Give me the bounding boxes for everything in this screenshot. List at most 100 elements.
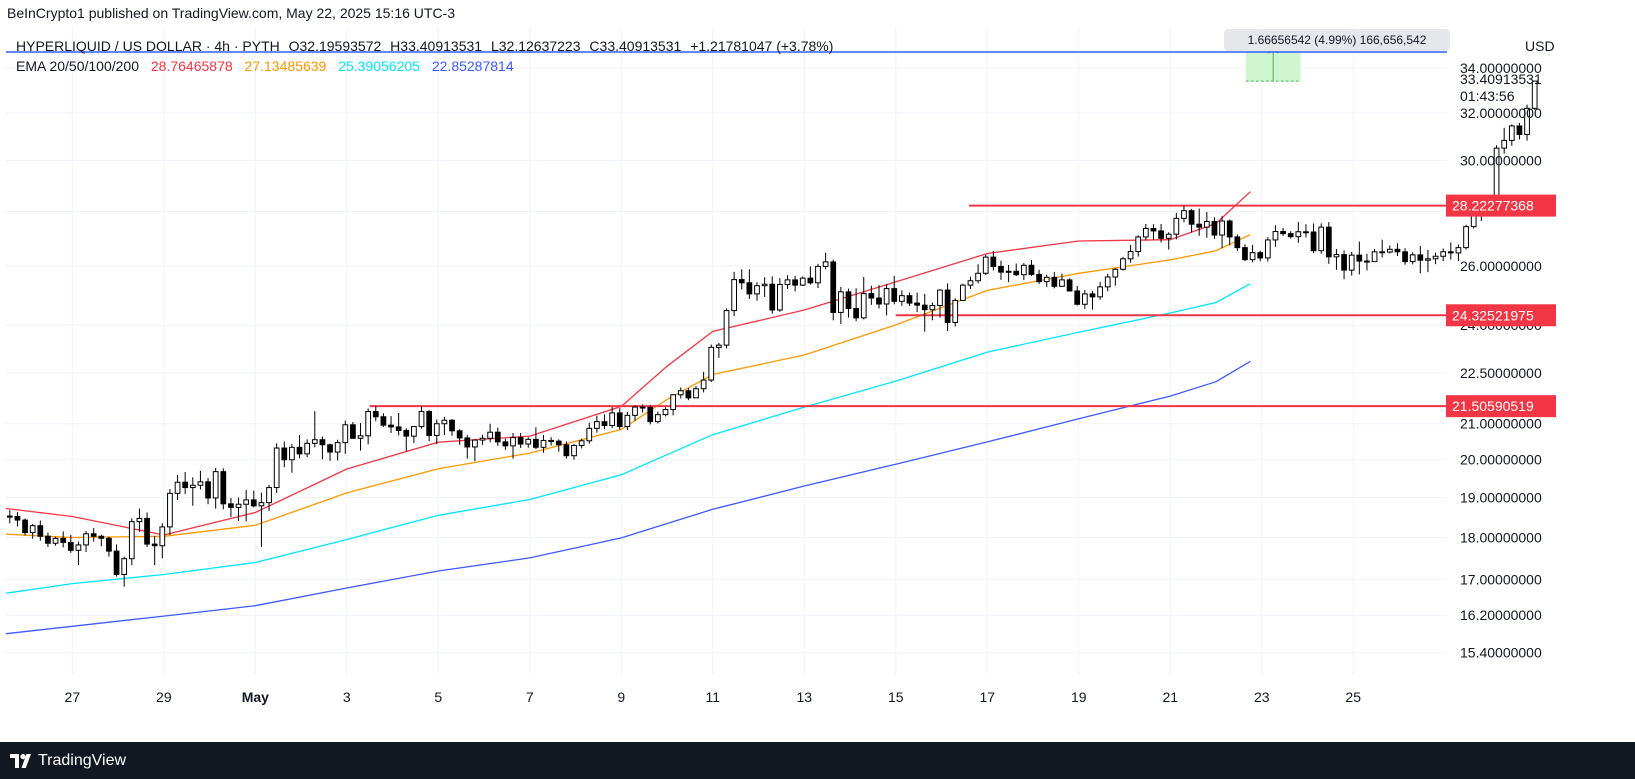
candle-body [998, 265, 1004, 273]
candle-body [1272, 230, 1279, 241]
candle-body [1089, 293, 1096, 298]
candle-body [525, 438, 532, 445]
candle-body [113, 550, 120, 575]
candle-body [1142, 228, 1149, 238]
candle-body [464, 437, 471, 448]
candle-body [1257, 252, 1264, 259]
currency-label[interactable]: USD [1525, 38, 1555, 54]
candle-body [258, 502, 265, 507]
candle-body [1280, 230, 1286, 235]
candle-body [1028, 264, 1035, 275]
candle-body [1379, 251, 1386, 254]
candle-body [1508, 125, 1515, 141]
candle-body [921, 304, 928, 311]
x-tick-label: 29 [156, 689, 172, 705]
x-tick-label: 11 [706, 689, 721, 705]
candle-body [304, 442, 311, 455]
level-price-label: 24.32521975 [1452, 307, 1534, 323]
candle-body [45, 535, 51, 544]
ema-indicator-label[interactable]: EMA 20/50/100/200 [16, 58, 139, 74]
candle-body [1051, 276, 1058, 287]
candle-body [1432, 255, 1439, 260]
candle-body [1425, 258, 1431, 261]
candle-body [250, 499, 257, 507]
candle-body [106, 537, 112, 552]
candle-body [601, 421, 608, 426]
candle-body [334, 442, 341, 453]
candle-body [1531, 80, 1538, 109]
candle-body [1516, 125, 1523, 135]
candle-body [1104, 276, 1111, 288]
ema20-value: 28.76465878 [150, 58, 233, 74]
symbol-title[interactable]: HYPERLIQUID / US DOLLAR · 4h · PYTH [16, 38, 280, 54]
y-tick-label: 32.00000000 [1460, 105, 1542, 121]
candle-body [22, 519, 28, 534]
candle-body [98, 535, 105, 539]
candle-body [952, 299, 959, 323]
y-tick-label: 30.00000000 [1460, 153, 1542, 169]
candle-body [121, 558, 128, 575]
candle-body [784, 279, 791, 286]
tradingview-brand: TradingView [38, 752, 127, 769]
close-label: C [589, 38, 600, 54]
chart-panel[interactable]: 34.0000000032.0000000030.0000000028.0000… [6, 26, 1629, 742]
candle-body [159, 526, 166, 547]
ema50-line [6, 234, 1251, 539]
candle-body [1371, 251, 1378, 263]
candle-body [380, 416, 387, 426]
candle-body [235, 503, 242, 508]
x-tick-label: May [242, 689, 269, 705]
candle-body [243, 499, 250, 505]
candle-body [906, 295, 913, 304]
candle-body [350, 424, 356, 439]
ema100-value: 25.39056205 [338, 58, 420, 74]
candle-body [616, 412, 623, 428]
x-tick-label: 7 [526, 689, 534, 705]
candle-body [1158, 230, 1164, 239]
y-tick-label: 20.00000000 [1460, 452, 1542, 468]
tradingview-logo-icon [10, 754, 31, 768]
candle-body [845, 291, 852, 309]
candle-body [1463, 226, 1469, 249]
candle-body [822, 261, 829, 267]
tradingview-logo[interactable]: TradingView [10, 752, 126, 770]
candle-body [700, 379, 707, 390]
level-price-label: 28.22277368 [1452, 198, 1534, 214]
candle-body [90, 533, 97, 537]
price-chart[interactable]: 34.0000000032.0000000030.0000000028.0000… [6, 26, 1629, 742]
y-tick-label: 17.00000000 [1460, 572, 1542, 588]
candlesticks [6, 80, 1538, 587]
y-tick-label: 34.00000000 [1460, 60, 1542, 76]
candle-body [815, 265, 821, 284]
candle-body [1188, 210, 1195, 225]
candle-body [967, 280, 974, 286]
ema-lines [6, 191, 1251, 635]
candle-body [494, 431, 501, 443]
candle-body [898, 295, 905, 302]
candle-body [273, 447, 280, 489]
candle-body [594, 421, 600, 429]
candle-body [609, 412, 615, 426]
ema-legend: EMA 20/50/100/200 28.76465878 27.1348563… [16, 58, 522, 74]
candle-body [670, 394, 676, 410]
candle-body [1181, 210, 1187, 219]
candle-body [1364, 260, 1370, 263]
x-tick-label: 21 [1162, 689, 1178, 705]
ema20-line [6, 191, 1251, 536]
candle-body [731, 279, 737, 312]
candle-body [647, 406, 654, 423]
ema200-value: 22.85287814 [431, 58, 514, 74]
candle-body [1242, 247, 1248, 261]
change-value: +1.21781047 (+3.78%) [690, 38, 834, 54]
candle-body [433, 423, 440, 436]
candle-body [677, 390, 684, 396]
candle-body [319, 439, 326, 446]
level-price-tag [1446, 194, 1556, 217]
candle-body [586, 427, 593, 442]
candle-body [1356, 254, 1363, 262]
high-label: H [390, 38, 401, 54]
x-tick-label: 17 [979, 689, 995, 705]
candle-body [982, 256, 989, 274]
footer-bar: TradingView [0, 742, 1635, 779]
candle-body [1097, 286, 1103, 298]
